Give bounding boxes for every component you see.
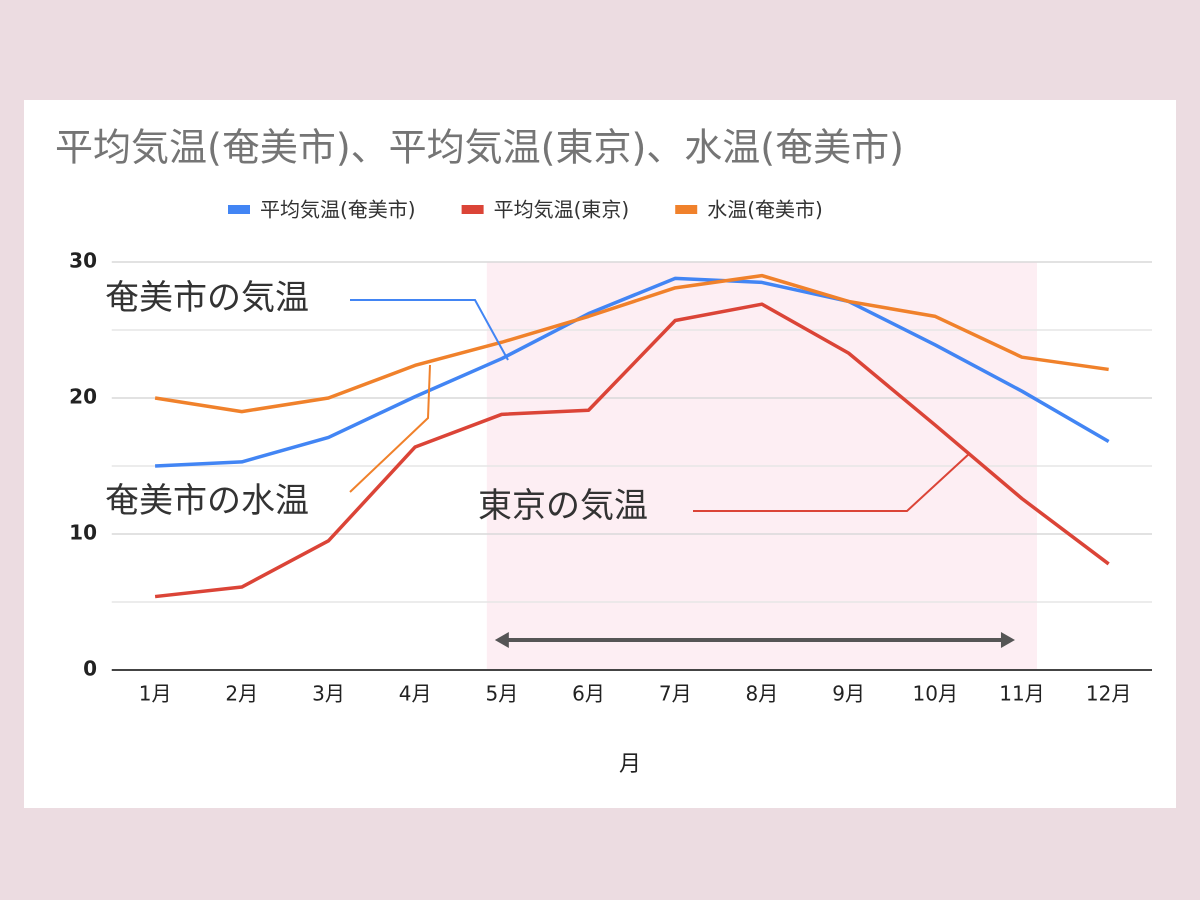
x-tick-label: 1月 (139, 682, 172, 706)
x-tick-label: 3月 (312, 682, 345, 706)
x-tick-label: 12月 (1086, 682, 1131, 706)
annotation-leader (350, 299, 509, 361)
annotation: 奄美市の気温 (105, 278, 309, 318)
x-tick-label: 5月 (485, 682, 518, 706)
y-tick-label: 0 (83, 657, 97, 681)
annotation: 東京の気温 (478, 486, 648, 526)
x-tick-label: 6月 (572, 682, 605, 706)
series-line (154, 273, 1109, 414)
legend-label: 水温(奄美市) (707, 198, 823, 222)
legend-swatch (228, 205, 250, 214)
x-tick-label: 4月 (399, 682, 432, 706)
y-tick-label: 30 (69, 249, 97, 273)
legend-label: 平均気温(東京) (494, 198, 630, 222)
annotation-leader (349, 364, 431, 493)
legend-swatch (675, 205, 698, 214)
x-tick-label: 2月 (225, 682, 258, 706)
series-line (155, 276, 1110, 468)
legend-label: 平均気温(奄美市) (260, 198, 416, 222)
x-tick-label: 8月 (746, 682, 779, 706)
annotation: 奄美市の水温 (105, 481, 309, 521)
series-line (154, 302, 1110, 599)
x-axis-label: 月 (619, 752, 641, 777)
x-tick-label: 9月 (832, 682, 865, 706)
lines-layer (154, 273, 1110, 599)
x-tick-label: 10月 (913, 682, 958, 706)
grid-layer: 0 10 20 30 1月 2月 3月 4月 5月 6月 7月 8月 9月 10月 11月 12月 平均気温(奄… (69, 198, 1152, 706)
chart-title: 平均気温(奄美市)、平均気温(東京)、水温(奄美市) (55, 126, 904, 170)
y-tick-label: 20 (69, 385, 97, 409)
arrow-head (494, 632, 509, 648)
x-tick-label: 7月 (659, 682, 692, 706)
y-tick-label: 10 (69, 521, 97, 545)
legend-swatch (461, 205, 484, 214)
annotation-leader (693, 452, 971, 512)
x-tick-label: 11月 (999, 682, 1044, 706)
arrow-head (1000, 632, 1015, 648)
